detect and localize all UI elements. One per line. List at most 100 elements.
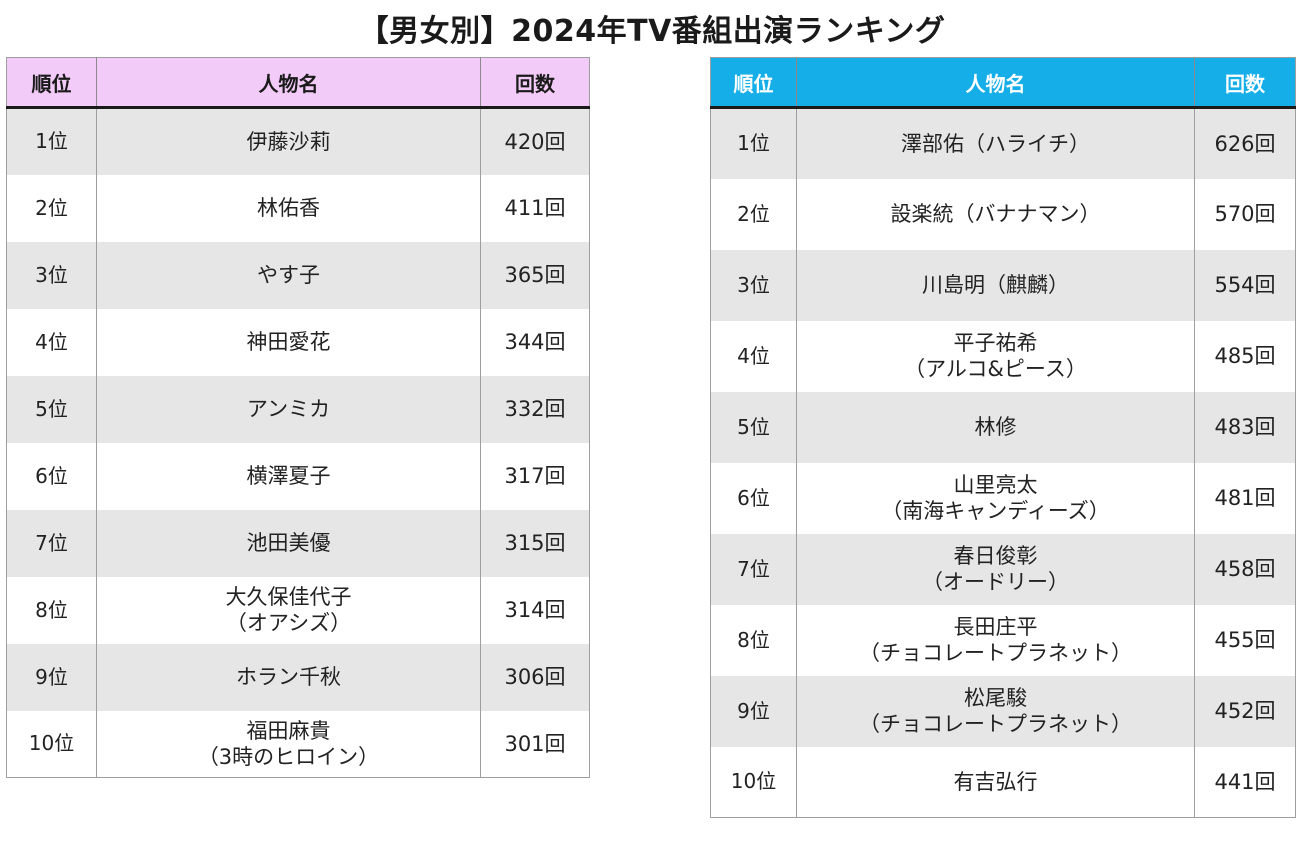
rank-cell: 7位 [710,533,797,605]
person-name: 澤部佑（ハライチ） [901,131,1090,156]
table-row: 9位 松尾駿 （チョコレートプラネット） 452回 [710,675,1296,747]
name-cell: 福田麻貴 （3時のヒロイン） [96,710,481,778]
count-cell: 314回 [480,576,590,644]
person-group: （3時のヒロイン） [197,744,380,769]
rank-cell: 1位 [6,107,97,175]
table-row: 9位 ホラン千秋 306回 [6,643,590,711]
rank-cell: 10位 [6,710,97,778]
person-name: アンミカ [246,396,331,421]
name-cell: やす子 [96,241,481,309]
person-name: 春日俊彰 [953,543,1038,568]
rank-cell: 8位 [710,604,797,676]
rank-cell: 9位 [710,675,797,747]
count-cell: 483回 [1194,391,1296,463]
name-cell: 川島明（麒麟） [796,249,1195,321]
name-cell: ホラン千秋 [96,643,481,711]
header-count: 回数 [1194,57,1296,109]
header-name: 人物名 [796,57,1195,109]
count-cell: 420回 [480,107,590,175]
table-row: 7位 春日俊彰 （オードリー） 458回 [710,533,1296,605]
table-row: 6位 横澤夏子 317回 [6,442,590,510]
count-cell: 481回 [1194,462,1296,534]
name-cell: 伊藤沙莉 [96,107,481,175]
name-cell: 有吉弘行 [796,746,1195,818]
name-cell: 大久保佳代子 （オアシズ） [96,576,481,644]
name-cell: 平子祐希 （アルコ&ピース） [796,320,1195,392]
header-rank: 順位 [6,57,97,109]
table-row: 1位 伊藤沙莉 420回 [6,107,590,175]
person-name: ホラン千秋 [236,664,341,689]
table-row: 1位 澤部佑（ハライチ） 626回 [710,107,1296,179]
person-group: （オードリー） [922,570,1069,594]
person-name: 川島明（麒麟） [922,272,1069,297]
rank-cell: 10位 [710,746,797,818]
rank-cell: 1位 [710,107,797,179]
rank-cell: 2位 [6,174,97,242]
person-name: 松尾駿 [964,685,1027,710]
table-row: 4位 神田愛花 344回 [6,308,590,376]
rank-cell: 4位 [6,308,97,376]
person-name: 伊藤沙莉 [246,129,331,154]
person-name: 設楽統（バナナマン） [890,201,1101,226]
rank-cell: 3位 [710,249,797,321]
table-row: 8位 長田庄平 （チョコレートプラネット） 455回 [710,604,1296,676]
table-row: 8位 大久保佳代子 （オアシズ） 314回 [6,576,590,644]
name-cell: 池田美優 [96,509,481,577]
count-cell: 570回 [1194,178,1296,250]
person-name: やす子 [257,262,320,287]
table-row: 5位 林修 483回 [710,391,1296,463]
count-cell: 458回 [1194,533,1296,605]
name-cell: アンミカ [96,375,481,443]
name-cell: 松尾駿 （チョコレートプラネット） [796,675,1195,747]
person-name: 横澤夏子 [246,463,331,488]
person-name: 神田愛花 [246,329,331,354]
rank-cell: 7位 [6,509,97,577]
rank-cell: 5位 [6,375,97,443]
name-cell: 設楽統（バナナマン） [796,178,1195,250]
table-row: 10位 福田麻貴 （3時のヒロイン） 301回 [6,710,590,778]
name-cell: 山里亮太 （南海キャンディーズ） [796,462,1195,534]
person-name: 大久保佳代子 [225,584,352,609]
male-ranking-table: 順位 人物名 回数 1位 澤部佑（ハライチ） 626回 2位 設楽統（バナナマン） 570… [710,57,1296,818]
table-row: 3位 やす子 365回 [6,241,590,309]
name-cell: 林佑香 [96,174,481,242]
name-cell: 林修 [796,391,1195,463]
person-name: 山里亮太 [953,472,1038,497]
table-row: 2位 設楽統（バナナマン） 570回 [710,178,1296,250]
count-cell: 626回 [1194,107,1296,179]
person-group: （チョコレートプラネット） [859,712,1132,736]
person-name: 林佑香 [257,195,320,220]
person-group: （南海キャンディーズ） [881,499,1110,523]
count-cell: 441回 [1194,746,1296,818]
rank-cell: 9位 [6,643,97,711]
count-cell: 365回 [480,241,590,309]
count-cell: 344回 [480,308,590,376]
table-row: 4位 平子祐希 （アルコ&ピース） 485回 [710,320,1296,392]
female-ranking-table: 順位 人物名 回数 1位 伊藤沙莉 420回 2位 林佑香 411回 3位 やす子 365回 4位… [6,57,590,778]
rank-cell: 6位 [6,442,97,510]
count-cell: 554回 [1194,249,1296,321]
count-cell: 485回 [1194,320,1296,392]
table-row: 10位 有吉弘行 441回 [710,746,1296,818]
table-row: 2位 林佑香 411回 [6,174,590,242]
rank-cell: 5位 [710,391,797,463]
rank-cell: 3位 [6,241,97,309]
header-count: 回数 [480,57,590,109]
name-cell: 横澤夏子 [96,442,481,510]
table-row: 5位 アンミカ 332回 [6,375,590,443]
person-group: （オアシズ） [225,611,352,635]
name-cell: 長田庄平 （チョコレートプラネット） [796,604,1195,676]
name-cell: 春日俊彰 （オードリー） [796,533,1195,605]
person-name: 福田麻貴 [246,718,331,743]
header-rank: 順位 [710,57,797,109]
count-cell: 455回 [1194,604,1296,676]
count-cell: 452回 [1194,675,1296,747]
rank-cell: 2位 [710,178,797,250]
table-row: 3位 川島明（麒麟） 554回 [710,249,1296,321]
name-cell: 澤部佑（ハライチ） [796,107,1195,179]
count-cell: 317回 [480,442,590,510]
person-name: 林修 [974,414,1017,439]
count-cell: 332回 [480,375,590,443]
table-row: 6位 山里亮太 （南海キャンディーズ） 481回 [710,462,1296,534]
person-name: 平子祐希 [953,330,1038,355]
